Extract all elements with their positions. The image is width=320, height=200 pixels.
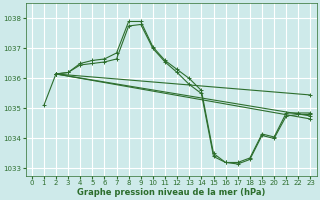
X-axis label: Graphe pression niveau de la mer (hPa): Graphe pression niveau de la mer (hPa) [77, 188, 265, 197]
